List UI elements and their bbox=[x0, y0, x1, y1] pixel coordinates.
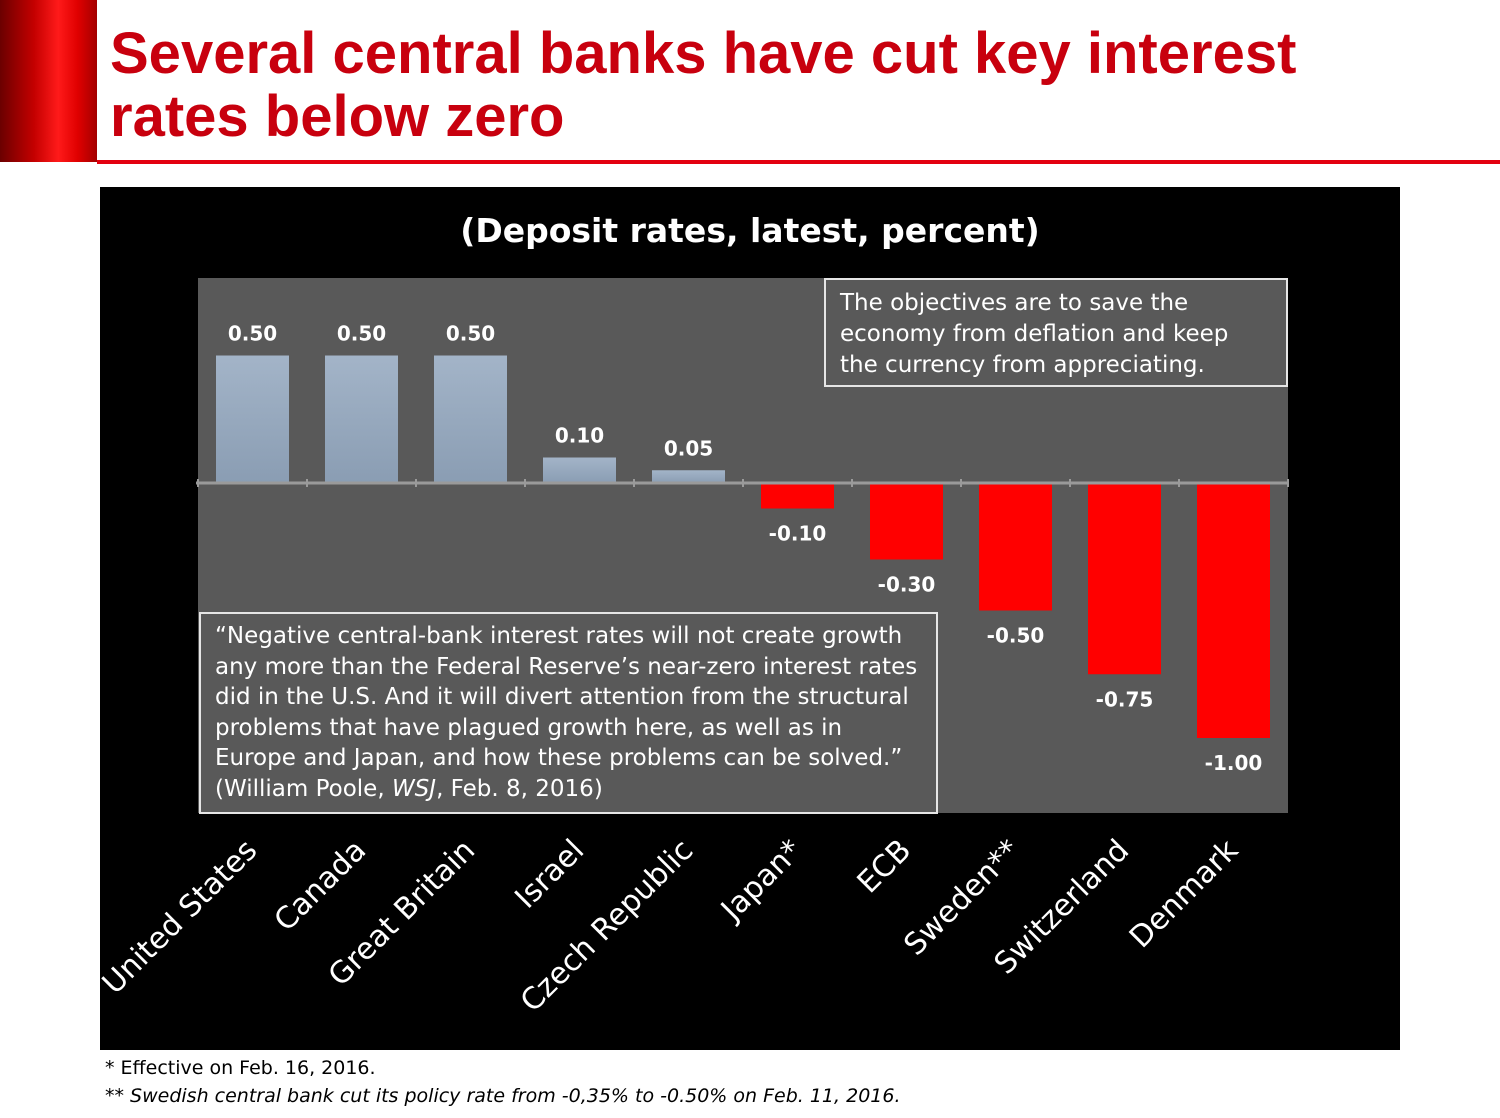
bar-6 bbox=[870, 483, 943, 560]
bar-0 bbox=[216, 355, 289, 483]
data-label-0: 0.50 bbox=[228, 322, 277, 346]
data-label-3: 0.10 bbox=[555, 424, 604, 448]
data-label-7: -0.50 bbox=[987, 624, 1045, 648]
quote-text: “Negative central-bank interest rates wi… bbox=[215, 623, 918, 802]
data-label-6: -0.30 bbox=[878, 573, 936, 597]
category-label-6: ECB bbox=[851, 833, 919, 901]
chart-panel: (Deposit rates, latest, percent) 0.50 Uni… bbox=[96, 187, 1400, 1050]
bar-8 bbox=[1088, 483, 1161, 675]
category-label-5: Japan* bbox=[713, 833, 809, 929]
data-label-2: 0.50 bbox=[446, 322, 495, 346]
data-label-4: 0.05 bbox=[664, 436, 713, 460]
category-label-1: Canada bbox=[268, 833, 373, 938]
quote-callout: “Negative central-bank interest rates wi… bbox=[199, 612, 938, 814]
objectives-callout: The objectives are to save the economy f… bbox=[824, 278, 1288, 387]
data-label-9: -1.00 bbox=[1205, 751, 1263, 775]
title-accent-bar bbox=[0, 0, 97, 162]
footnote-sweden: ** Swedish central bank cut its policy r… bbox=[105, 1085, 901, 1107]
bar-2 bbox=[434, 355, 507, 483]
bar-4 bbox=[652, 470, 725, 483]
data-label-5: -0.10 bbox=[769, 522, 827, 546]
data-label-8: -0.75 bbox=[1096, 687, 1154, 711]
bar-7 bbox=[979, 483, 1052, 611]
title-divider bbox=[97, 160, 1500, 164]
category-label-3: Israel bbox=[508, 833, 591, 916]
bar-3 bbox=[543, 457, 616, 483]
bar-9 bbox=[1197, 483, 1270, 738]
objectives-text: The objectives are to save the economy f… bbox=[840, 290, 1229, 378]
category-label-0: United States bbox=[96, 833, 264, 1001]
quote-date: , Feb. 8, 2016) bbox=[436, 775, 603, 802]
slide-title: Several central banks have cut key inter… bbox=[110, 21, 1297, 149]
data-label-1: 0.50 bbox=[337, 322, 386, 346]
bar-5 bbox=[761, 483, 834, 509]
quote-source: WSJ bbox=[391, 775, 437, 802]
footnote-japan: * Effective on Feb. 16, 2016. bbox=[105, 1057, 376, 1079]
category-label-9: Denmark bbox=[1123, 832, 1246, 955]
chart-title: (Deposit rates, latest, percent) bbox=[460, 211, 1040, 250]
bar-1 bbox=[325, 355, 398, 483]
